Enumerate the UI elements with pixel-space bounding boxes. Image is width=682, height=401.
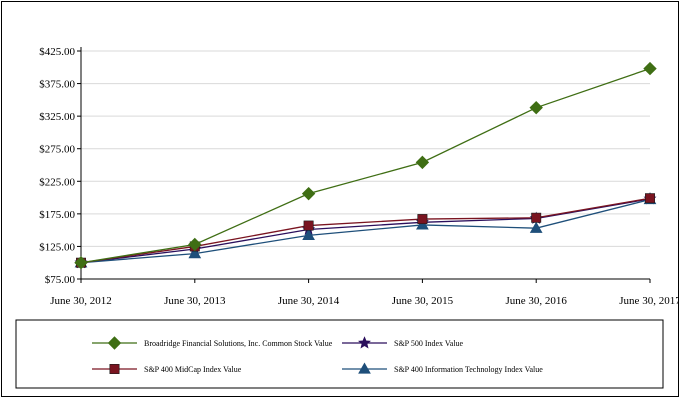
- y-tick-label: $325.00: [39, 111, 75, 123]
- y-tick-label: $375.00: [39, 79, 75, 91]
- y-tick-label: $225.00: [39, 176, 75, 188]
- x-tick-label: June 30, 2014: [278, 295, 340, 307]
- y-axis-ticks: $75.00 $125.00 $175.00 $225.00 $275.00 $325.0…: [39, 46, 81, 286]
- data-point: [417, 214, 428, 225]
- data-point: [303, 220, 314, 231]
- legend-label: S&P 400 MidCap Index Value: [144, 365, 242, 374]
- y-tick-label: $275.00: [39, 144, 75, 156]
- series-line: [80, 67, 651, 264]
- data-point: [529, 221, 543, 233]
- x-tick-label: June 30, 2017: [619, 295, 678, 307]
- y-tick-label: $125.00: [39, 241, 75, 253]
- legend-label: S&P 500 Index Value: [394, 339, 464, 348]
- data-point: [415, 155, 430, 170]
- series-line: [80, 198, 651, 264]
- legend: Broadridge Financial Solutions, Inc. Com…: [92, 336, 543, 374]
- legend-label: S&P 400 Information Technology Index Val…: [394, 365, 543, 374]
- data-point: [74, 256, 88, 270]
- series-triangle: [74, 193, 657, 268]
- y-tick-label: $75.00: [45, 274, 76, 286]
- x-tick-label: June 30, 2013: [164, 295, 226, 307]
- data-point: [416, 218, 429, 230]
- data-point: [643, 61, 657, 76]
- gridlines: [81, 50, 650, 247]
- legend-item: S&P 400 MidCap Index Value: [92, 364, 242, 374]
- data-point: [645, 193, 655, 204]
- legend-marker: [107, 336, 122, 350]
- data-point: [531, 212, 542, 223]
- legend-item: S&P 400 Information Technology Index Val…: [342, 362, 543, 374]
- data-point: [188, 237, 202, 252]
- series-group: [74, 61, 657, 270]
- legend-label: Broadridge Financial Solutions, Inc. Com…: [144, 339, 333, 348]
- data-point: [302, 228, 315, 240]
- x-tick-label: June 30, 2012: [50, 295, 111, 307]
- series-line: [80, 197, 651, 264]
- x-axis-ticks: June 30, 2012 June 30, 2013 June 30, 2014 J…: [50, 279, 681, 307]
- y-tick-label: $425.00: [39, 46, 75, 58]
- legend-marker: [358, 362, 371, 374]
- data-point: [301, 186, 316, 201]
- legend-item: Broadridge Financial Solutions, Inc. Com…: [92, 336, 333, 350]
- series-diamond: [74, 61, 657, 270]
- legend-marker: [358, 336, 371, 349]
- data-point: [529, 100, 543, 115]
- x-tick-label: June 30, 2015: [392, 295, 454, 307]
- legend-box: [15, 319, 664, 389]
- x-tick-label: June 30, 2016: [505, 295, 567, 307]
- line-chart: $75.00 $125.00 $175.00 $225.00 $275.00 $325.0…: [15, 46, 681, 389]
- data-point: [188, 247, 202, 259]
- y-tick-label: $175.00: [39, 209, 75, 221]
- legend-marker: [109, 364, 120, 374]
- legend-item: S&P 500 Index Value: [342, 336, 464, 349]
